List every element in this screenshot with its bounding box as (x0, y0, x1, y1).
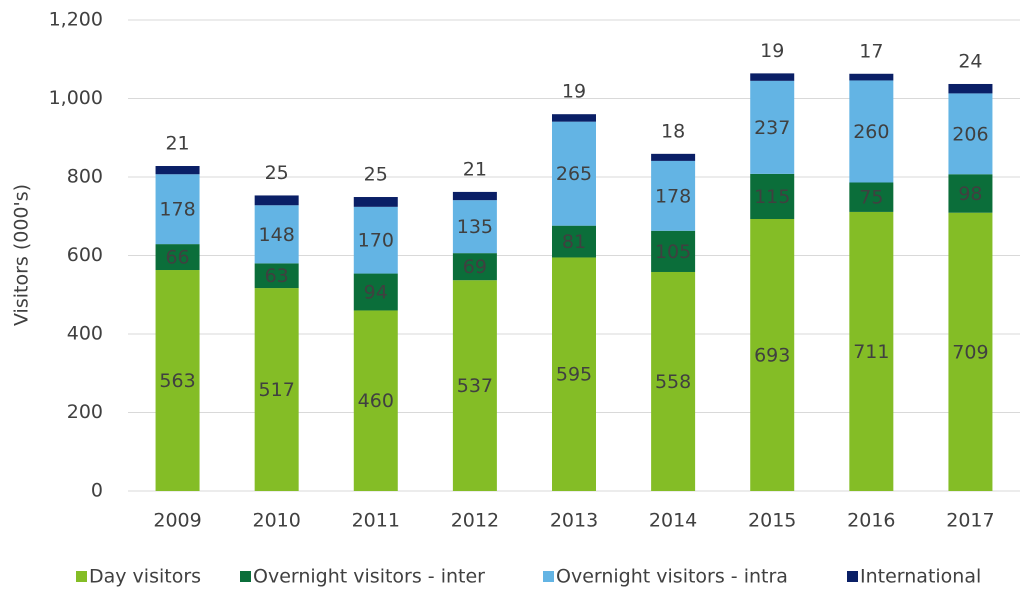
bar-segment (750, 173, 795, 219)
bar-segment (750, 218, 795, 491)
legend-swatch (76, 571, 87, 582)
bar-segment (155, 166, 200, 175)
x-tick-label: 2014 (649, 510, 697, 532)
data-label: 19 (562, 81, 586, 103)
x-tick-label: 2011 (352, 510, 400, 532)
bar-segment (849, 73, 894, 81)
bar-segment (849, 211, 894, 491)
data-label: 178 (655, 185, 691, 207)
data-label: 63 (265, 265, 289, 287)
y-tick-label: 400 (67, 323, 103, 345)
y-tick-label: 600 (67, 244, 103, 266)
bar-segment (155, 174, 200, 245)
data-label: 148 (259, 224, 295, 246)
data-label: 709 (952, 341, 988, 363)
bar-segment (552, 225, 596, 258)
legend-label: Overnight visitors - inter (253, 566, 485, 588)
bar-segment (552, 257, 596, 491)
y-axis-label: Visitors (000's) (11, 184, 33, 326)
data-label: 693 (754, 344, 790, 366)
data-label: 115 (754, 186, 790, 208)
data-label: 18 (661, 120, 685, 142)
bar-segment (254, 195, 299, 206)
bar-segment (452, 280, 497, 491)
y-tick-label: 200 (67, 401, 103, 423)
data-label: 558 (655, 371, 691, 393)
data-label: 260 (853, 121, 889, 143)
bar-segment (552, 114, 596, 122)
bar-segment (750, 73, 795, 81)
data-label: 105 (655, 241, 691, 263)
bar-segment (353, 273, 398, 311)
data-label: 17 (859, 40, 883, 62)
data-label: 265 (556, 163, 592, 185)
bar-segment (750, 80, 795, 174)
data-label: 24 (958, 50, 982, 72)
bar-segment (353, 310, 398, 491)
data-label: 178 (159, 199, 195, 221)
x-tick-label: 2017 (946, 510, 994, 532)
legend-label: Day visitors (89, 566, 201, 588)
bar-segment (948, 83, 993, 94)
data-label: 537 (457, 375, 493, 397)
data-label: 135 (457, 216, 493, 238)
bar-segment (651, 271, 696, 491)
data-label: 75 (859, 187, 883, 209)
bar-segment (849, 182, 894, 212)
y-tick-label: 0 (91, 480, 103, 502)
data-label: 25 (364, 164, 388, 186)
x-tick-label: 2013 (550, 510, 598, 532)
data-label: 206 (952, 123, 988, 145)
bar-segment (849, 80, 894, 183)
data-label: 517 (259, 379, 295, 401)
x-tick-label: 2012 (451, 510, 499, 532)
bar-segment (948, 212, 993, 491)
bar-segment (452, 253, 497, 281)
data-label: 98 (958, 183, 982, 205)
bar-segment (254, 263, 299, 289)
data-label: 170 (358, 230, 394, 252)
bar-segment (254, 288, 299, 491)
bar-segment (353, 206, 398, 274)
bar-segment (155, 270, 200, 491)
bar-segment (452, 191, 497, 201)
x-tick-label: 2016 (847, 510, 895, 532)
data-label: 21 (165, 133, 189, 155)
bar-segment (254, 205, 299, 264)
bar-segment (452, 200, 497, 254)
x-tick-label: 2010 (252, 510, 300, 532)
bar-segment (948, 93, 993, 175)
bar-segment (552, 121, 596, 226)
x-tick-label: 2015 (748, 510, 796, 532)
data-label: 94 (364, 282, 388, 304)
y-tick-label: 1,200 (49, 9, 103, 31)
y-tick-label: 1,000 (49, 87, 103, 109)
data-label: 711 (853, 341, 889, 363)
data-label: 69 (463, 256, 487, 278)
data-label: 21 (463, 158, 487, 180)
legend-swatch (847, 571, 858, 582)
data-label: 595 (556, 364, 592, 386)
data-label: 25 (265, 162, 289, 184)
bar-segment (948, 174, 993, 213)
legend-label: Overnight visitors - intra (556, 566, 788, 588)
data-label: 66 (165, 247, 189, 269)
bar-segment (155, 244, 200, 271)
data-label: 237 (754, 117, 790, 139)
y-tick-label: 800 (67, 166, 103, 188)
legend-swatch (543, 571, 554, 582)
bar-segment (651, 153, 696, 161)
data-label: 563 (159, 370, 195, 392)
data-label: 460 (358, 390, 394, 412)
data-label: 19 (760, 40, 784, 62)
x-tick-label: 2009 (153, 510, 201, 532)
data-label: 81 (562, 231, 586, 253)
bar-segment (651, 160, 696, 231)
legend-swatch (240, 571, 251, 582)
bar-segment (651, 230, 696, 272)
bar-segment (353, 197, 398, 207)
legend-label: International (860, 566, 981, 588)
